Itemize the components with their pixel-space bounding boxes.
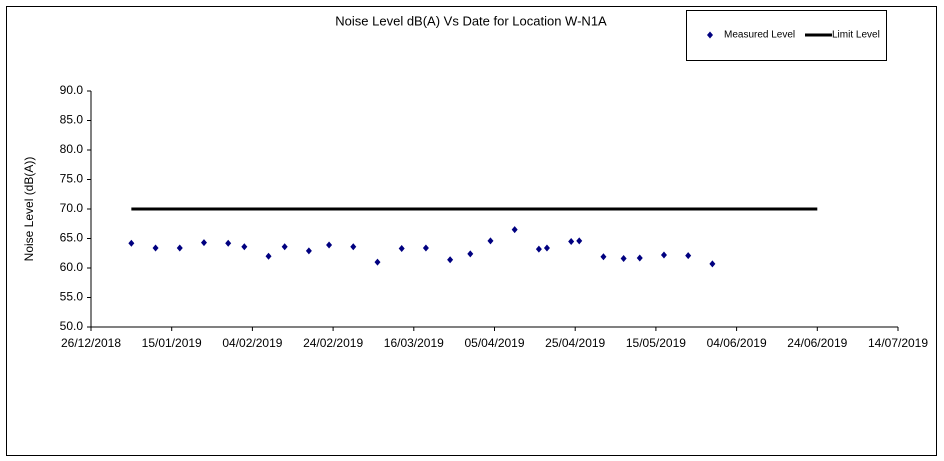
data-point — [660, 251, 667, 259]
legend-box — [686, 10, 887, 61]
data-point — [511, 226, 518, 234]
data-point — [568, 237, 575, 245]
y-axis-label: Noise Level (dB(A)) — [22, 157, 36, 262]
data-point — [265, 252, 272, 260]
y-tick-label: 70.0 — [60, 201, 84, 215]
x-tick-label: 04/02/2019 — [222, 336, 282, 350]
data-point — [535, 245, 542, 253]
x-tick-label: 15/05/2019 — [626, 336, 686, 350]
y-tick-label: 75.0 — [60, 172, 84, 186]
data-point — [128, 239, 135, 247]
data-point — [685, 252, 692, 260]
x-tick-label: 24/02/2019 — [303, 336, 363, 350]
data-point — [350, 243, 357, 251]
data-point — [447, 256, 454, 264]
data-point — [543, 244, 550, 252]
data-point — [576, 237, 583, 245]
x-tick-label: 04/06/2019 — [707, 336, 767, 350]
x-tick-label: 26/12/2018 — [61, 336, 121, 350]
chart-border — [6, 6, 937, 456]
x-tick-label: 16/03/2019 — [384, 336, 444, 350]
y-tick-label: 50.0 — [60, 319, 84, 333]
data-point — [467, 250, 474, 258]
x-tick-label: 14/07/2019 — [868, 336, 928, 350]
x-tick-label: 05/04/2019 — [464, 336, 524, 350]
y-tick-label: 85.0 — [60, 113, 84, 127]
data-point — [636, 254, 643, 262]
y-tick-label: 65.0 — [60, 231, 84, 245]
x-tick-label: 15/01/2019 — [142, 336, 202, 350]
chart-title: Noise Level dB(A) Vs Date for Location W… — [335, 13, 607, 28]
legend-label: Limit Level — [832, 30, 880, 41]
data-point — [620, 255, 627, 263]
y-tick-label: 60.0 — [60, 260, 84, 274]
data-point — [281, 243, 288, 251]
y-tick-label: 90.0 — [60, 83, 84, 97]
data-point — [487, 237, 494, 245]
y-tick-label: 80.0 — [60, 142, 84, 156]
data-point — [709, 260, 716, 268]
data-point — [225, 239, 232, 247]
x-tick-label: 24/06/2019 — [787, 336, 847, 350]
x-tick-label: 25/04/2019 — [545, 336, 605, 350]
data-point — [374, 258, 381, 266]
data-point — [152, 244, 159, 252]
data-point — [305, 247, 312, 255]
data-point — [422, 244, 429, 252]
legend-marker — [707, 31, 713, 39]
y-tick-label: 55.0 — [60, 290, 84, 304]
data-point — [200, 239, 207, 247]
data-point — [600, 253, 607, 261]
data-point — [176, 244, 183, 252]
legend-label: Measured Level — [724, 30, 795, 41]
data-point — [326, 241, 333, 249]
data-point — [398, 245, 405, 253]
data-point — [241, 243, 248, 251]
